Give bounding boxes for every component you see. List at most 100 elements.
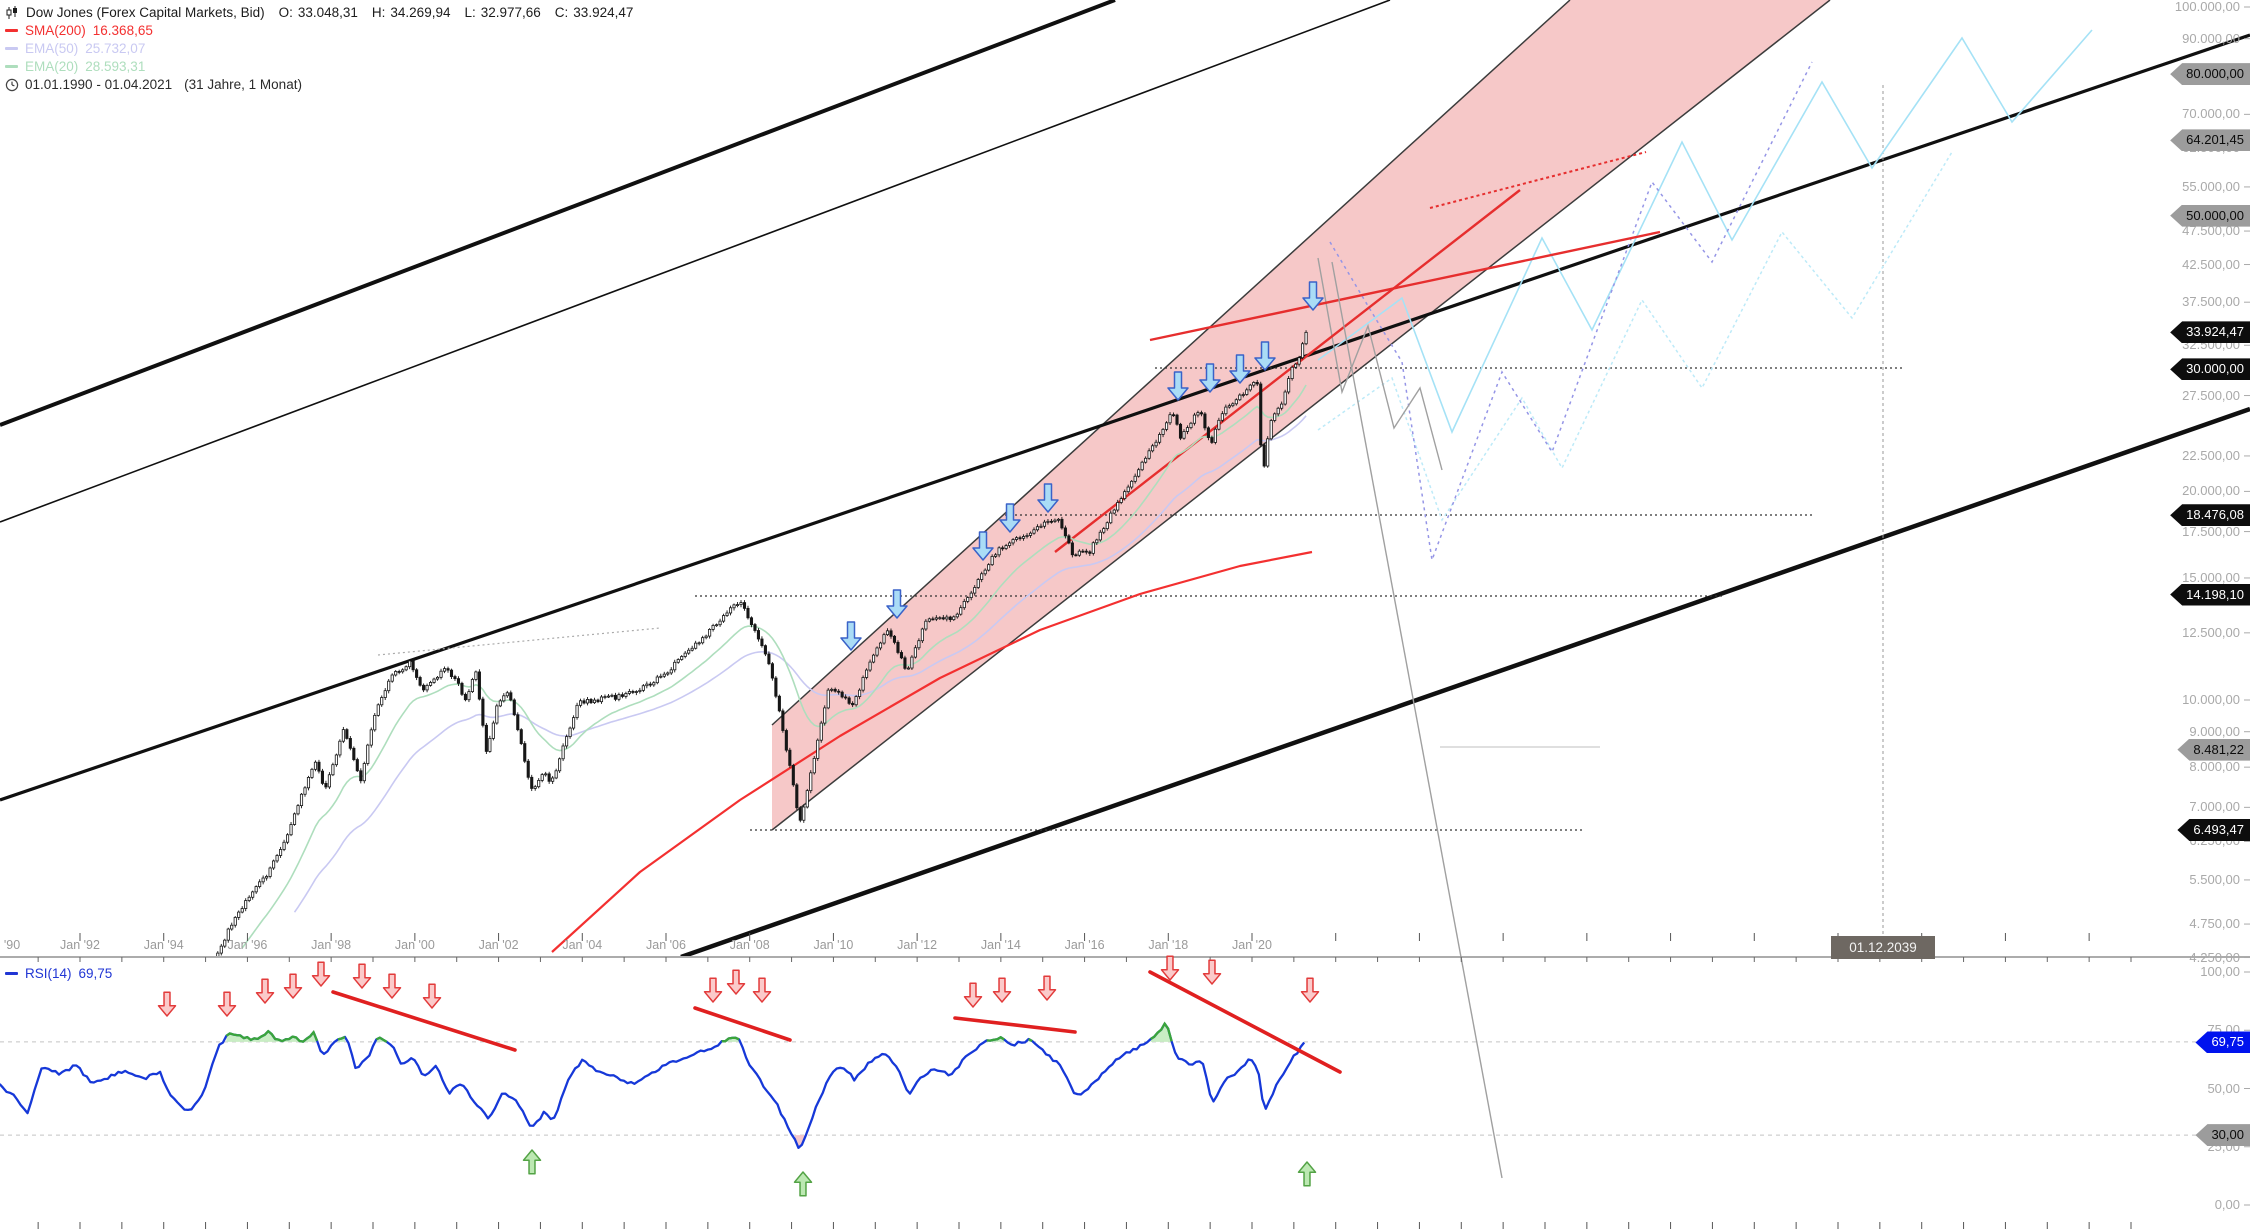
x-axis-label: Jan '08 [729,938,770,952]
sma-legend-row: SMA(200) 16.368,65 [5,22,633,39]
date-range: 01.01.1990 - 01.04.2021 [25,77,173,92]
price-axis-label: 8.000,00 [2189,759,2240,775]
rsi-line-icon [5,972,18,975]
ema50-line [293,415,1307,913]
sma-label: SMA(200) [25,23,86,38]
price-axis-label: 47.500,00 [2182,223,2240,239]
candlestick-chart-icon [6,5,17,19]
duration: (31 Jahre, 1 Monat) [184,77,302,92]
cyan-projection [1317,29,2093,435]
low-value: 32.977,66 [480,5,541,20]
instrument-name: Dow Jones (Forex Capital Markets, Bid) [26,5,265,20]
rsi-line-overbought [1028,1038,1033,1042]
red-dotted-trendline [1429,151,1647,209]
cyan-dotted-projection [1317,151,1953,522]
price-axis-label: 42.500,00 [2182,256,2240,272]
dotted-diagonal-line [377,627,661,656]
x-axis-label: Jan '02 [478,938,519,952]
ema50-legend-row: EMA(50) 25.732,07 [5,40,633,57]
close-value: 33.924,47 [573,5,634,20]
red-trendline [1149,230,1661,342]
price-axis-label: 5.500,00 [2189,871,2240,887]
x-axis-label: Jan '94 [143,938,184,952]
rsi-panel[interactable] [0,955,2250,1197]
channel-upper-line [771,0,1571,726]
gray-projection [1317,257,1443,471]
x-axis-label: Jan '10 [813,938,854,952]
rsi-badge: 30,00 [2195,1124,2250,1147]
ema50-value: 25.732,07 [85,41,146,56]
instrument-row: Dow Jones (Forex Capital Markets, Bid) O… [5,4,633,21]
gray-decline-line [1331,261,1503,1179]
rsi-line [0,1022,1306,1149]
date-range-row: 01.01.1990 - 01.04.2021 (31 Jahre, 1 Mon… [5,76,633,93]
price-axis-label: 55.000,00 [2182,178,2240,194]
ema20-line-icon [5,65,18,68]
x-axis-label: Jan '98 [311,938,352,952]
price-axis-label: 9.000,00 [2189,723,2240,739]
price-axis-label: 10.000,00 [2182,692,2240,707]
sma-value: 16.368,65 [92,23,153,38]
blue-dotted-projection [1329,61,1813,563]
price-axis-label: 20.000,00 [2182,483,2240,499]
sma-line-icon [5,29,18,32]
rsi-badge: 69,75 [2195,1031,2250,1054]
rsi-axis-label: 100,00 [2200,964,2240,979]
rsi-overbought-fill [1150,1023,1172,1042]
rsi-line-overbought [721,1036,740,1043]
black-trendline [680,406,2250,956]
rsi-label: RSI(14) [25,966,72,981]
x-axis-label: Jan '04 [562,938,603,952]
x-axis-label: Jan '20 [1232,938,1272,952]
blue-signal-arrows[interactable] [840,281,1324,651]
rsi-red-arrows[interactable] [157,955,1320,1017]
price-badge: 30.000,00 [2170,358,2250,381]
main-panel[interactable] [0,0,2250,986]
price-badge: 64.201,45 [2170,129,2250,152]
rsi-axis-label: 0,00 [2214,1197,2240,1212]
price-axis-label: 70.000,00 [2182,106,2240,122]
rsi-value: 69,75 [78,966,113,981]
rsi-red-trendline [331,990,517,1052]
rsi-line-overbought [375,1036,388,1043]
rsi-red-trendline [693,1006,792,1042]
price-badge: 8.481,22 [2177,738,2250,761]
x-axis-label: Jan '92 [60,938,100,952]
rsi-legend: RSI(14) 69,75 [5,966,112,981]
rsi-line-overbought [337,1035,346,1041]
ema20-label: EMA(20) [25,59,79,74]
chart-legend: Dow Jones (Forex Capital Markets, Bid) O… [5,4,633,94]
rsi-green-arrows[interactable] [522,1149,1317,1197]
ema20-line [241,384,1307,949]
future-date-badge: 01.12.2039 [1831,936,1935,959]
black-trendline [0,0,1391,523]
price-axis-label: 17.500,00 [2182,523,2240,539]
channel-lower-line [771,0,1831,831]
clock-icon [5,78,19,91]
rsi-line-overbought [1150,1021,1173,1042]
price-axis-label: 12.500,00 [2182,624,2240,640]
price-badge: 14.198,10 [2170,583,2250,606]
sma200-line [551,550,1313,953]
high-value: 34.269,94 [390,5,451,20]
x-axis-label: '90 [3,938,21,952]
candlestick-series [216,330,1308,956]
x-axis-label: Jan '16 [1064,938,1105,952]
price-axis-label: 100.000,00 [2174,0,2240,14]
price-axis-label: 90.000,00 [2182,30,2240,46]
close-label: C: [554,5,569,20]
x-axis-label: Jan '18 [1148,938,1189,952]
rsi-line-overbought [225,1029,319,1043]
x-axis-label: Jan '06 [646,938,686,952]
rsi-red-trendline [1148,970,1342,1074]
price-axis-label: 4.750,00 [2189,916,2240,932]
rsi-axis-label: 50,00 [2207,1080,2240,1096]
price-axis-label: 15.000,00 [2182,569,2240,585]
open-label: O: [278,5,293,20]
price-axis-label: 4.250,00 [2189,949,2240,965]
price-badge: 6.493,47 [2177,818,2250,841]
price-axis-label: 37.500,00 [2182,294,2240,310]
